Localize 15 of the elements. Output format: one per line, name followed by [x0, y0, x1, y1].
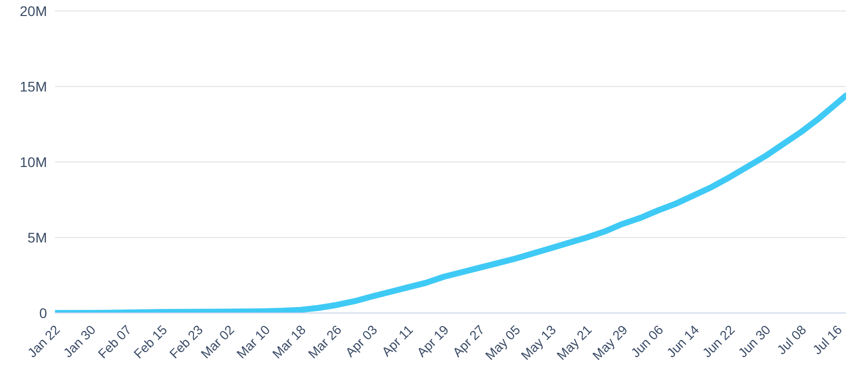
x-tick-label: Jun 06 [628, 322, 666, 360]
x-tick-label: Jan 22 [24, 322, 63, 360]
x-tick-label: Apr 11 [378, 322, 416, 360]
x-tick-label: Apr 19 [414, 322, 452, 360]
x-tick-label: Apr 03 [342, 322, 380, 360]
x-tick-label: Jun 30 [735, 322, 774, 360]
x-tick-label: Jul 16 [810, 322, 845, 358]
x-tick-label: Jun 14 [664, 322, 702, 360]
y-tick-label: 20M [20, 2, 47, 19]
x-tick-label: Jun 22 [699, 322, 738, 360]
x-tick-label: Jul 08 [774, 322, 810, 358]
y-tick-label: 5M [28, 229, 47, 246]
y-tick-label: 10M [20, 154, 47, 170]
y-tick-label: 15M [20, 78, 47, 94]
y-tick-label: 0 [39, 304, 48, 321]
